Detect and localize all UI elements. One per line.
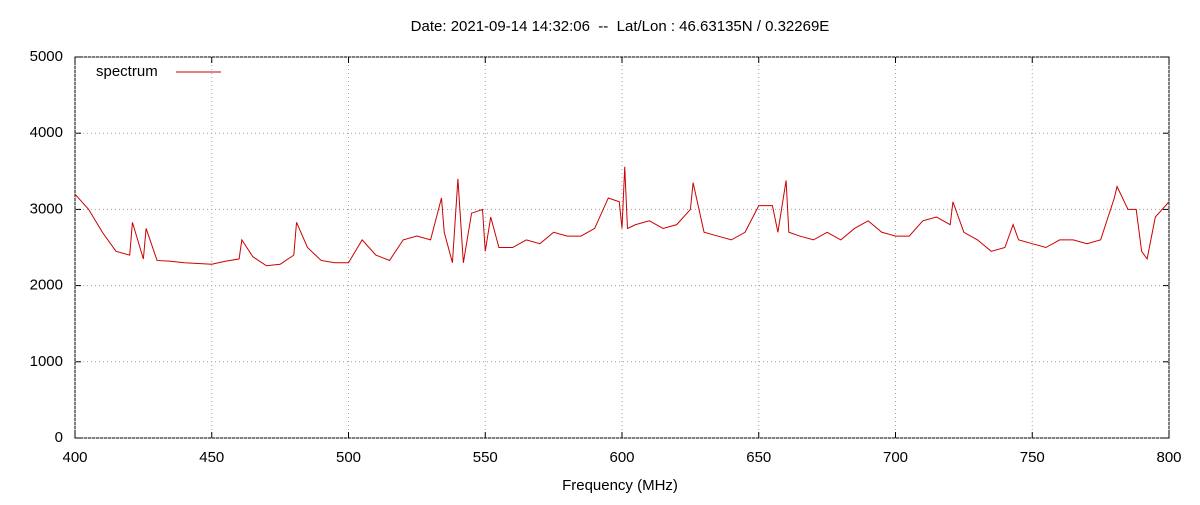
- x-tick-label: 750: [1020, 449, 1045, 466]
- chart-title: Date: 2021-09-14 14:32:06 -- Lat/Lon : 4…: [411, 18, 830, 35]
- y-tick-label: 3000: [30, 200, 63, 217]
- x-tick-label: 800: [1156, 449, 1181, 466]
- x-tick-label: 550: [473, 449, 498, 466]
- y-tick-label: 0: [55, 429, 63, 446]
- y-tick-label: 1000: [30, 353, 63, 370]
- x-tick-label: 400: [62, 449, 87, 466]
- y-tick-label: 5000: [30, 48, 63, 65]
- x-axis-label: Frequency (MHz): [562, 477, 678, 494]
- y-tick-label: 2000: [30, 277, 63, 294]
- x-tick-label: 600: [609, 449, 634, 466]
- y-tick-label: 4000: [30, 124, 63, 141]
- x-tick-label: 700: [883, 449, 908, 466]
- x-tick-label: 650: [746, 449, 771, 466]
- legend-label: spectrum: [96, 63, 158, 80]
- data-line: [74, 166, 1170, 267]
- x-tick-label: 500: [336, 449, 361, 466]
- x-tick-label: 450: [199, 449, 224, 466]
